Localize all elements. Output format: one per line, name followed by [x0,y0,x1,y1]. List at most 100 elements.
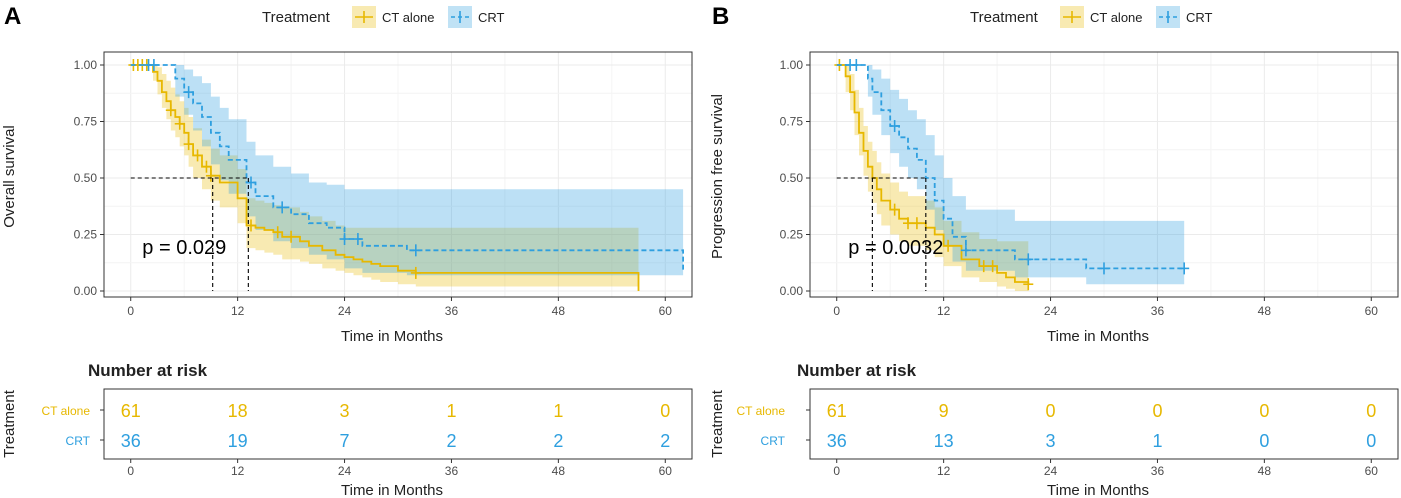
plot-border [809,51,1399,298]
y-tick-label: 0.75 [74,115,98,129]
y-tick-label: 0.50 [74,171,98,185]
y-tick-label: 0.75 [780,115,804,129]
x-tick-label: 12 [231,304,245,318]
legend: Treatment CT alone CRT [262,6,505,28]
panel-a: A Treatment CT alone CRT p = 0.029 0.00 0.25 0.… [1,3,693,498]
risk-row-label-crt: CRT [761,434,786,448]
censor-mark-ct [201,160,212,173]
risk-count-ct: 0 [1259,401,1269,421]
panel-label: B [712,3,729,30]
y-axis-title: Overall survival [1,125,18,228]
censor-mark-ct [1023,278,1034,291]
risk-x-tick-label: 60 [659,464,673,478]
risk-x-tick-label: 36 [445,464,459,478]
x-tick-label: 60 [659,304,673,318]
y-tick-label: 0.25 [74,228,98,242]
risk-x-tick-label: 60 [1365,464,1379,478]
risk-count-crt: 7 [340,431,350,451]
censor-mark-crt [410,244,421,257]
risk-count-ct: 0 [1152,401,1162,421]
risk-x-tick-label: 48 [1258,464,1272,478]
risk-count-crt: 0 [1366,431,1376,451]
risk-count-ct: 3 [340,401,350,421]
y-tick-label: 1.00 [780,58,804,72]
risk-count-ct: 61 [121,401,141,421]
risk-count-crt: 36 [121,431,141,451]
legend: Treatment CT alone CRT [970,6,1213,28]
x-tick-label: 0 [833,304,840,318]
censor-mark-crt [1179,262,1190,275]
censor-mark-ct [987,260,998,273]
risk-x-axis-title: Time in Months [1047,482,1149,498]
risk-count-crt: 19 [228,431,248,451]
risk-count-crt: 0 [1259,431,1269,451]
risk-title: Number at risk [797,361,917,380]
panel-label: A [4,3,21,30]
censor-mark-crt [246,176,256,189]
median-lines [836,177,927,291]
risk-y-title: Treatment [1,389,18,458]
risk-x-tick-label: 0 [833,464,840,478]
censor-mark-ct [183,138,194,151]
risk-y-title: Treatment [709,389,726,458]
censor-mark-crt [851,59,862,71]
legend-label-ct: CT alone [1090,10,1143,25]
risk-count-ct: 9 [939,401,949,421]
confidence-band-crt [130,65,684,287]
x-axis-title: Time in Months [1047,328,1149,345]
censor-mark-ct [286,230,297,243]
risk-count-crt: 13 [934,431,954,451]
risk-count-crt: 36 [827,431,847,451]
risk-row-label-crt: CRT [66,434,91,448]
censor-mark-ct [272,226,283,239]
censor-mark-crt [352,233,363,246]
censor-mark-ct [911,217,922,230]
x-tick-label: 0 [127,304,134,318]
legend-title: Treatment [262,9,331,26]
x-tick-label: 60 [1365,304,1379,318]
x-axis-title: Time in Months [341,328,443,345]
legend-label-crt: CRT [478,10,505,25]
censor-mark-crt [1023,253,1034,266]
risk-row-label-ct: CT alone [737,404,786,418]
legend-title: Treatment [970,9,1039,26]
x-tick-label: 12 [937,304,951,318]
risk-x-tick-label: 12 [937,464,951,478]
censor-mark-crt [960,244,971,257]
y-tick-label: 0.00 [74,284,98,298]
censor-mark-ct [978,260,989,273]
x-tick-label: 24 [338,304,352,318]
risk-count-ct: 0 [660,401,670,421]
x-tick-label: 48 [1258,304,1272,318]
confidence-band-crt [836,65,1185,285]
x-tick-label: 48 [552,304,566,318]
censor-mark-crt [277,201,288,214]
censor-mark-ct [205,169,216,182]
risk-x-tick-label: 24 [1044,464,1058,478]
confidence-band-ct [130,65,639,291]
y-tick-label: 0.50 [780,171,804,185]
censor-mark-ct [174,117,185,130]
risk-x-tick-label: 24 [338,464,352,478]
censor-mark-crt [183,86,194,99]
risk-count-ct: 18 [228,401,248,421]
risk-x-tick-label: 12 [231,464,245,478]
risk-count-ct: 0 [1046,401,1056,421]
censor-mark-ct [943,239,954,252]
risk-border [809,388,1399,460]
y-tick-label: 0.00 [780,284,804,298]
risk-count-ct: 1 [446,401,456,421]
plot-area [128,59,684,291]
p-value: p = 0.029 [142,237,226,259]
censor-mark-ct [192,149,203,162]
y-tick-label: 1.00 [74,58,98,72]
censor-mark-crt [1099,262,1109,275]
risk-count-crt: 2 [446,431,456,451]
risk-count-crt: 2 [553,431,563,451]
panel-b: B Treatment CT alone CRT p = 0.0032 0.00 0.25 0… [709,3,1399,498]
x-tick-label: 36 [1151,304,1165,318]
x-tick-label: 24 [1044,304,1058,318]
